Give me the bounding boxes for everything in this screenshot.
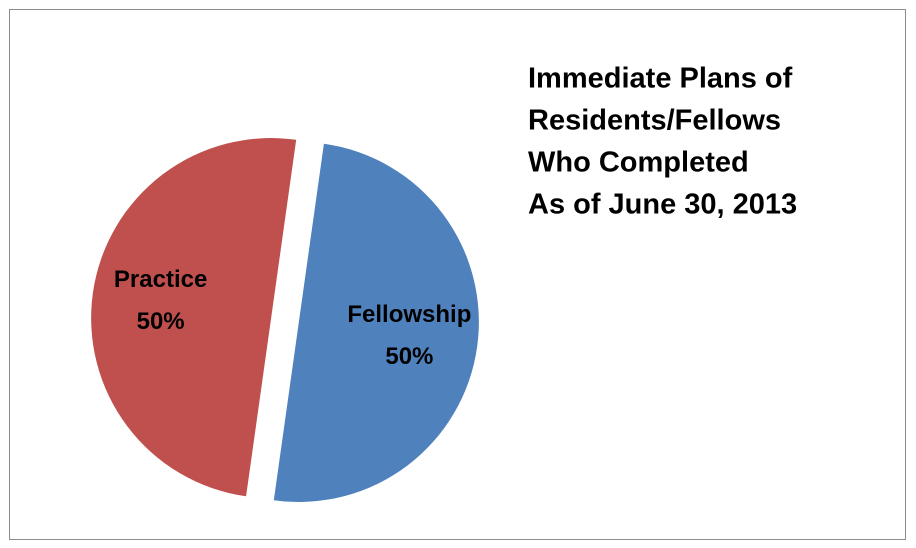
slice-value-label: 50% — [137, 308, 185, 335]
pie: Fellowship 50% Practice 50% — [91, 138, 479, 502]
pie-slice — [273, 143, 479, 502]
chart-title: Who Completed — [528, 147, 749, 179]
chart-title: As of June 30, 2013 — [528, 189, 797, 221]
chart-title: Immediate Plans of — [528, 63, 793, 95]
slice-value-label: 50% — [385, 343, 433, 370]
slice-label: Fellowship — [347, 301, 471, 328]
slice-label: Practice — [114, 266, 207, 293]
chart-title: Residents/Fellows — [528, 105, 781, 137]
pie-slice — [91, 138, 297, 497]
